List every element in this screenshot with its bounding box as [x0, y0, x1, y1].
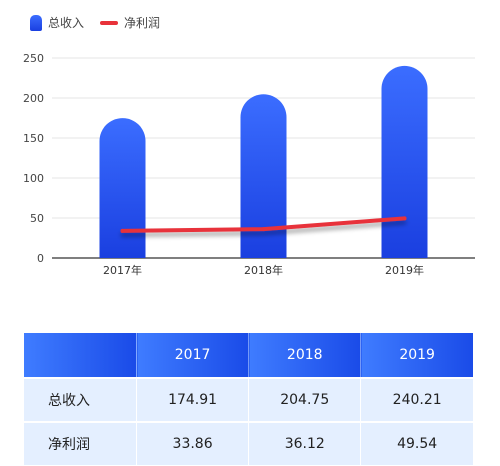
table-cell: 49.54	[360, 421, 473, 465]
y-tick-label: 0	[37, 252, 44, 265]
x-tick-label: 2018年	[244, 263, 283, 277]
chart-canvas: 0 50 100 150 200 250 2017年 2018年 2019年	[23, 52, 475, 277]
legend-label-revenue: 总收入	[48, 16, 85, 30]
line-point	[261, 227, 266, 232]
table-row: 总收入 174.91 204.75 240.21	[24, 377, 473, 422]
chart-legend: 总收入 净利润	[30, 14, 176, 31]
data-table: 2017 2018 2019 总收入 174.91 204.75 240.21 …	[24, 333, 473, 465]
table-row-label: 净利润	[24, 421, 137, 465]
legend-bar-swatch	[30, 14, 42, 31]
x-tick-label: 2017年	[103, 263, 142, 277]
legend-line-swatch	[100, 20, 119, 25]
line-point	[120, 228, 125, 233]
table-header-cell: 2017	[136, 333, 250, 378]
table-header-row: 2017 2018 2019	[24, 333, 473, 378]
table-header-cell: 2018	[248, 333, 362, 378]
y-tick-label: 250	[23, 52, 44, 65]
legend-label-profit: 净利润	[124, 16, 161, 30]
y-tick-label: 200	[23, 92, 44, 105]
line-point	[402, 216, 407, 221]
table-cell: 240.21	[360, 377, 473, 422]
bar	[240, 94, 287, 258]
table-cell: 204.75	[248, 377, 362, 422]
table-row: 净利润 33.86 36.12 49.54	[24, 421, 473, 465]
table-header-cell	[24, 333, 137, 378]
legend-item-profit[interactable]: 净利润	[100, 14, 160, 31]
x-tick-label: 2019年	[385, 263, 424, 277]
table-header-cell: 2019	[360, 333, 473, 378]
table-row-label: 总收入	[24, 377, 137, 422]
table-cell: 33.86	[136, 421, 250, 465]
bar	[381, 65, 428, 258]
bar	[99, 118, 146, 258]
revenue-profit-chart: 总收入 净利润 0 50 100 150 200 250 2017年 2018年 2019年	[23, 14, 475, 277]
y-tick-label: 100	[23, 172, 44, 185]
legend-item-revenue[interactable]: 总收入	[30, 14, 84, 31]
table-cell: 36.12	[248, 421, 362, 465]
y-tick-label: 50	[30, 212, 44, 225]
table-cell: 174.91	[136, 377, 250, 422]
y-tick-label: 150	[23, 132, 44, 145]
